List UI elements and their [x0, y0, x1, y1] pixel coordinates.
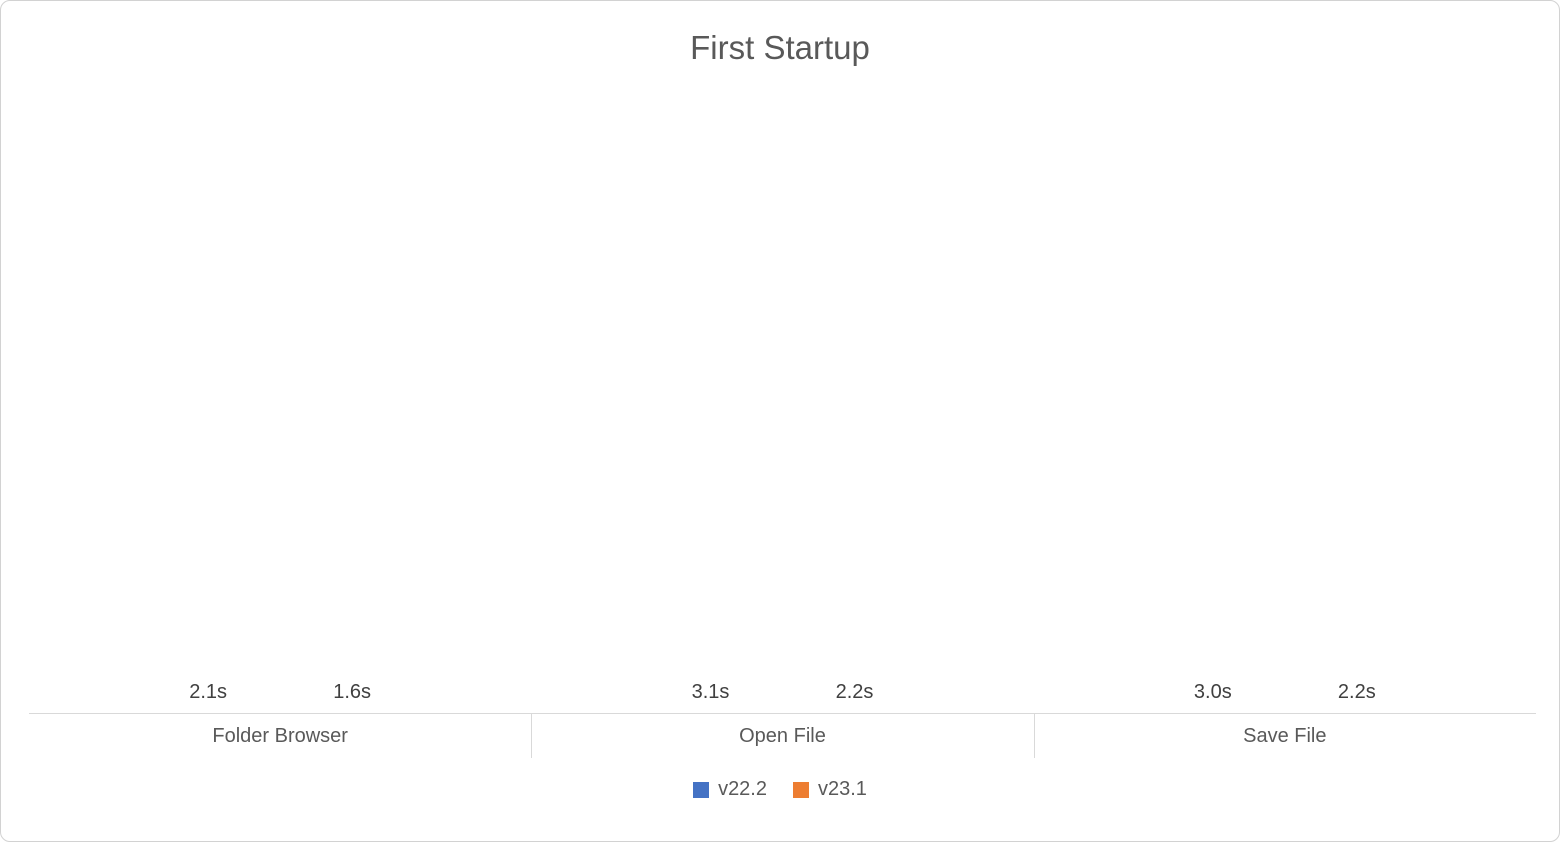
data-label: 3.0s: [1193, 681, 1232, 703]
data-label: 2.2s: [1337, 681, 1376, 703]
legend-label: v23.1: [818, 778, 867, 800]
bar-group: 3.0s 2.2s: [1034, 1, 1536, 713]
bar-group: 3.1s 2.2s: [531, 1, 1033, 713]
data-label: 2.2s: [835, 681, 874, 703]
data-label: 1.6s: [333, 681, 372, 703]
legend-item: v22.2: [693, 778, 767, 801]
axis-tick-divider: [1033, 713, 1035, 758]
plot-area: 2.1s 1.6s 3.1s 2.2s 3.0s 2.2s: [29, 1, 1536, 758]
bar-with-label: 2.2s: [1317, 681, 1397, 713]
legend-label: v22.2: [718, 778, 767, 800]
bar-with-label: 3.0s: [1173, 681, 1253, 713]
bar-with-label: 2.1s: [168, 681, 248, 713]
legend-swatch-icon: [793, 781, 809, 798]
data-label: 3.1s: [691, 681, 730, 703]
category-label: Save File: [1243, 725, 1327, 747]
data-label: 2.1s: [189, 681, 228, 703]
legend-swatch-icon: [693, 781, 710, 798]
legend-item: v23.1: [793, 778, 867, 801]
chart-title: First Startup: [690, 29, 870, 66]
bar-with-label: 3.1s: [670, 681, 750, 713]
legend: v22.2 v23.1: [1, 778, 1559, 801]
x-axis-labels: Folder Browser Open File Save File: [29, 725, 1536, 748]
category-label: Open File: [739, 725, 826, 747]
category-label: Folder Browser: [212, 725, 348, 747]
bar-with-label: 1.6s: [312, 681, 392, 713]
bar-with-label: 2.2s: [814, 681, 894, 713]
axis-tick-divider: [531, 713, 533, 758]
bar-group: 2.1s 1.6s: [29, 1, 531, 713]
